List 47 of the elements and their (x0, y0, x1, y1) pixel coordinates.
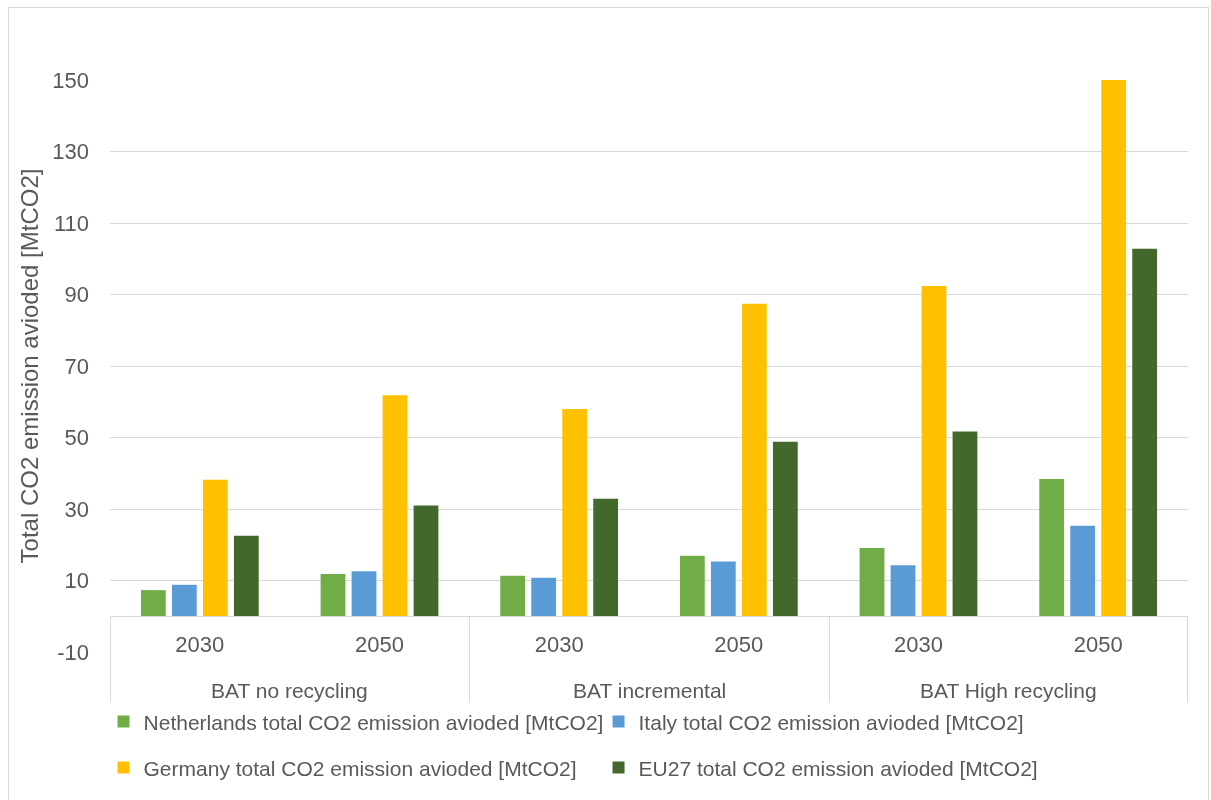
bar (710, 561, 736, 617)
bar (921, 285, 947, 617)
bar (233, 535, 259, 617)
text: BAT incremental (573, 679, 727, 702)
bar (772, 441, 798, 617)
y-tick-label: 130 (52, 139, 89, 165)
x-tick-label: 2050 (1073, 631, 1123, 657)
legend-label: Germany total CO2 emission avioded [MtCO2] (143, 756, 577, 780)
bar (1132, 248, 1158, 617)
bar (320, 574, 346, 617)
x-tick-label: 2050 (355, 631, 404, 657)
bar (202, 479, 228, 617)
x-tick-label: 2030 (894, 631, 943, 657)
x-tick-label: 2030 (534, 631, 584, 657)
bar (562, 408, 588, 617)
bar (500, 575, 526, 617)
bar (351, 571, 377, 617)
bar (679, 555, 705, 617)
bar (1039, 478, 1065, 617)
y-tick-label: 30 (64, 496, 89, 522)
bar (741, 303, 767, 617)
bar (1101, 80, 1127, 617)
y-axis-title: Total CO2 emission avioded [MtCO2] (16, 168, 44, 564)
bar (1070, 525, 1096, 617)
bar (382, 395, 408, 617)
bar (859, 547, 885, 617)
legend-label: EU27 total CO2 emission avioded [MtCO2] (638, 756, 1038, 780)
y-tick-label: 90 (64, 282, 89, 308)
legend-label: Italy total CO2 emission avioded [MtCO2] (638, 710, 1024, 734)
y-tick-label: 150 (52, 67, 89, 93)
y-tick-label: -10 (57, 639, 89, 665)
y-tick-label: 70 (64, 353, 89, 379)
bar (171, 584, 197, 617)
y-tick-label: 110 (53, 210, 89, 236)
legend-label: Netherlands total CO2 emission avioded [MtCO2] (143, 710, 604, 734)
bar (593, 498, 619, 617)
bar (140, 590, 166, 617)
y-tick-label: 50 (64, 425, 89, 451)
x-tick-label: 2050 (714, 631, 764, 657)
bar (952, 431, 978, 617)
y-tick-label: 10 (64, 568, 89, 594)
bar (531, 577, 557, 617)
text: BAT no recycling (211, 679, 368, 702)
text: BAT High recycling (920, 679, 1097, 702)
x-tick-label: 2030 (175, 631, 225, 657)
bar (413, 505, 439, 617)
bar (890, 565, 916, 617)
